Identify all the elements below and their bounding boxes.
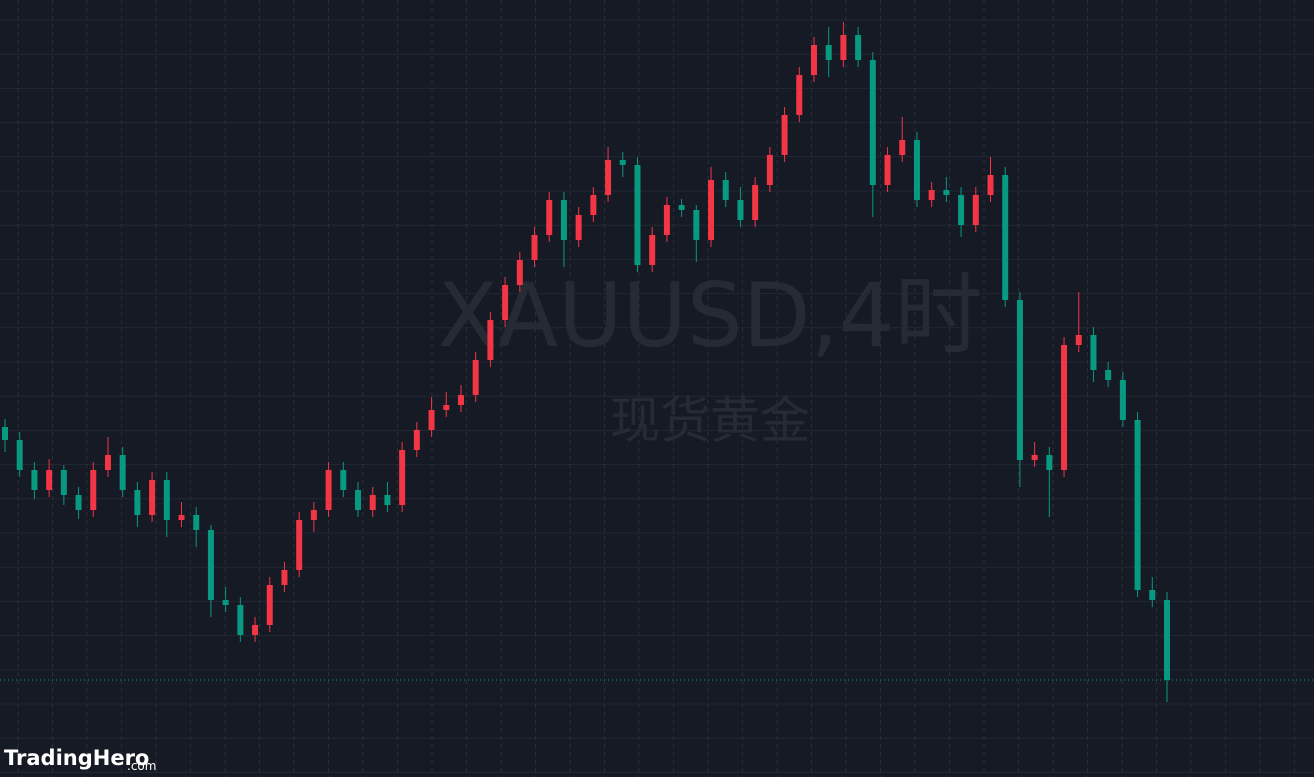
candle-body — [737, 200, 744, 220]
candle-body — [502, 285, 509, 320]
candle-body — [1075, 335, 1082, 345]
candle-body — [913, 140, 920, 200]
candle-body — [193, 515, 200, 530]
candle-body — [1061, 345, 1068, 470]
candle-body — [810, 45, 817, 75]
candle-body — [825, 45, 832, 60]
candle-body — [796, 75, 803, 115]
candle-body — [178, 515, 185, 520]
candle-body — [237, 605, 244, 635]
candles — [0, 22, 1314, 702]
candle-body — [752, 185, 759, 220]
candle-body — [943, 190, 950, 195]
brand: TradingHero — [4, 746, 149, 770]
candle-body — [355, 490, 362, 510]
candle-body — [531, 235, 538, 260]
candle-body — [855, 35, 862, 60]
candle-body — [16, 440, 23, 470]
candle-body — [840, 35, 847, 60]
candle-body — [708, 180, 715, 240]
candle-body — [1119, 380, 1126, 420]
candle-body — [958, 195, 965, 225]
candle-body — [90, 470, 97, 510]
candle-body — [428, 410, 435, 430]
candle-body — [869, 60, 876, 185]
candle-body — [296, 520, 303, 570]
candle-body — [928, 190, 935, 200]
watermark-subtitle: 现货黄金 — [610, 392, 810, 450]
candle-body — [634, 165, 641, 265]
candle-body — [1149, 590, 1156, 600]
candle-body — [31, 470, 38, 490]
candle-body — [722, 180, 729, 200]
candle-body — [546, 200, 553, 235]
candle-body — [663, 205, 670, 235]
candle-body — [987, 175, 994, 195]
candle-body — [413, 430, 420, 450]
candle-body — [1134, 420, 1141, 590]
candle-body — [60, 470, 67, 495]
candle-body — [472, 360, 479, 395]
candle-body — [590, 195, 597, 215]
candle-body — [649, 235, 656, 265]
candle-body — [605, 160, 612, 195]
candle-body — [1090, 335, 1097, 370]
candle-body — [884, 155, 891, 185]
candle-body — [487, 320, 494, 360]
candle-body — [1046, 455, 1053, 470]
candle-body — [2, 427, 8, 440]
candle-body — [516, 260, 523, 285]
candle-body — [678, 205, 685, 210]
candle-body — [252, 625, 259, 635]
candle-body — [369, 495, 376, 510]
candle-body — [340, 470, 347, 490]
candle-body — [1031, 455, 1038, 460]
candle-body — [46, 470, 53, 490]
candle-body — [693, 210, 700, 240]
candle-body — [443, 405, 450, 410]
candle-body — [766, 155, 773, 185]
candle-body — [281, 570, 288, 585]
candle-body — [222, 600, 229, 605]
candle-body — [560, 200, 567, 240]
candle-body — [619, 160, 626, 165]
candle-body — [134, 490, 141, 515]
candle-body — [325, 470, 332, 510]
candle-body — [310, 510, 317, 520]
candle-body — [119, 455, 126, 490]
candle-body — [149, 480, 156, 515]
candle-body — [266, 585, 273, 625]
candle-body — [399, 450, 406, 505]
candle-body — [457, 395, 464, 405]
watermark: XAUUSD,4时 — [438, 264, 983, 367]
candle-body — [972, 195, 979, 225]
candle-body — [384, 495, 391, 505]
candle-body — [1016, 300, 1023, 460]
candle-body — [781, 115, 788, 155]
candle-body — [575, 215, 582, 240]
brand-suffix: .com — [127, 759, 156, 773]
candle-body — [1105, 370, 1112, 380]
candle-body — [207, 530, 214, 600]
candle-body — [1002, 175, 1009, 300]
candle-body — [75, 495, 82, 510]
candle-body — [163, 480, 170, 520]
candle-body — [1164, 600, 1170, 680]
candle-body — [899, 140, 906, 155]
candle-body — [104, 455, 111, 470]
